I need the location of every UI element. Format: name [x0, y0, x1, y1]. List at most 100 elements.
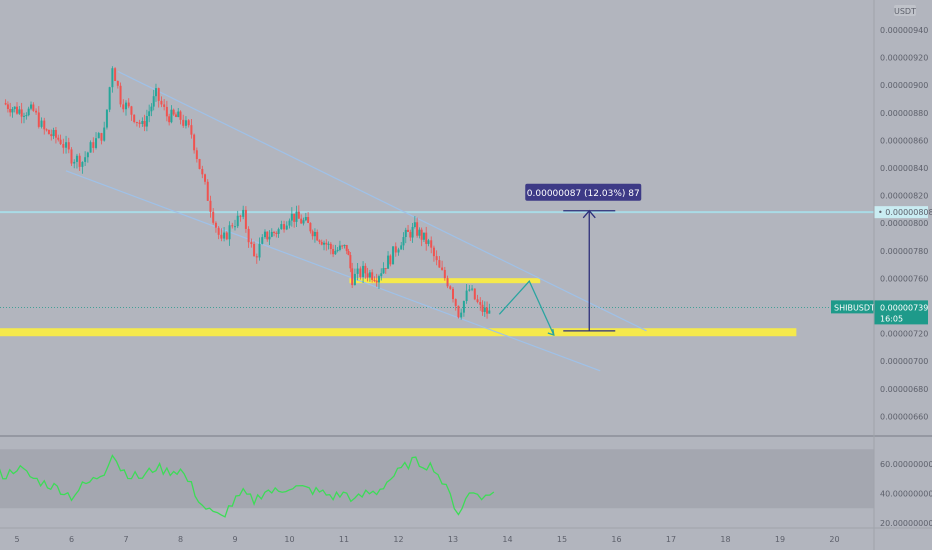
candle-body: [59, 139, 62, 145]
candle-body: [187, 120, 190, 126]
candle-body: [366, 273, 369, 278]
candle-body: [261, 237, 264, 244]
candle-body: [283, 224, 286, 230]
candle-body: [280, 224, 283, 230]
candle-body: [302, 220, 305, 224]
time-tick-label: 8: [178, 535, 183, 544]
candle-body: [97, 133, 100, 139]
candle-body: [297, 211, 300, 219]
candle-body: [174, 114, 177, 118]
candle-body: [141, 120, 144, 124]
candle-body: [50, 134, 53, 137]
candle-body: [92, 142, 95, 148]
price-tick-label: 0.00000900: [880, 81, 928, 90]
candle-body: [320, 241, 323, 245]
candle-body: [327, 243, 330, 245]
candle-body: [336, 249, 339, 251]
candle-body: [242, 209, 245, 217]
candle-body: [4, 103, 7, 105]
candle-body: [6, 104, 9, 109]
price-tick-label: 0.00000840: [880, 164, 928, 173]
candle-body: [454, 299, 457, 306]
candle-body: [384, 268, 387, 270]
last-price-label: 0.00000739: [880, 303, 928, 312]
candle-body: [20, 109, 23, 117]
projection-path[interactable]: [498, 279, 555, 336]
time-tick-label: 9: [232, 535, 237, 544]
price-tick-label: 0.00000920: [880, 54, 928, 63]
candle-body: [313, 231, 316, 237]
candle-body: [323, 242, 326, 245]
candle-body: [407, 229, 410, 232]
candle-body: [389, 255, 392, 265]
candle-body: [157, 88, 160, 101]
quote-currency-badge: USDT: [894, 5, 916, 16]
candle-body: [375, 280, 378, 283]
candle-body: [394, 246, 397, 253]
candle-body: [311, 231, 314, 237]
candle-body: [43, 120, 46, 130]
time-tick-label: 12: [393, 535, 403, 544]
rsi-pane[interactable]: [0, 449, 874, 518]
candle-body: [452, 288, 454, 300]
candle-body: [168, 116, 171, 123]
candle-body: [148, 111, 151, 117]
candle-body: [351, 268, 354, 286]
time-tick-label: 20: [829, 535, 839, 544]
candle-body: [402, 237, 405, 246]
candle-body: [152, 96, 155, 107]
candle-body: [438, 260, 441, 268]
candle-body: [364, 265, 367, 274]
candle-body: [309, 222, 312, 232]
price-axis[interactable]: 0.00000940 0.00000920 0.00000900 0.00000880…: [831, 26, 932, 421]
price-tick-label: 0.00000820: [880, 192, 928, 201]
candle-body: [125, 102, 127, 110]
candles-layer: [4, 66, 491, 320]
candle-body: [325, 242, 328, 245]
symbol-label: SHIBUSDT: [834, 303, 875, 312]
candle-body: [95, 138, 98, 148]
candle-body: [479, 302, 482, 305]
candle-body: [57, 137, 60, 140]
candle-body: [116, 81, 119, 86]
candle-body: [446, 278, 449, 287]
candle-body: [422, 232, 425, 240]
candle-body: [182, 119, 185, 126]
candle-body: [373, 279, 376, 281]
price-pane[interactable]: 0.00000087 (12.03%) 87: [0, 66, 874, 372]
channel-lower-line[interactable]: [65, 170, 601, 372]
candle-body: [228, 225, 231, 240]
candle-body: [318, 240, 321, 242]
time-tick-label: 15: [557, 535, 567, 544]
demand-zone[interactable]: [0, 328, 797, 337]
candle-body: [62, 144, 65, 148]
candle-body: [427, 240, 430, 244]
candle-body: [78, 155, 81, 167]
price-tick-label: 0.00000880: [880, 109, 928, 118]
rsi-tick-label: 20.00000000: [880, 519, 932, 528]
candle-body: [430, 240, 433, 248]
candle-body: [380, 273, 383, 277]
candle-body: [37, 112, 40, 127]
candle-body: [225, 232, 228, 240]
time-tick-label: 16: [611, 535, 621, 544]
candle-body: [45, 129, 48, 131]
candle-body: [13, 106, 16, 109]
candle-body: [258, 243, 261, 258]
candle-body: [293, 213, 296, 222]
candle-body: [304, 217, 307, 221]
candle-body: [198, 159, 201, 169]
candle-body: [413, 222, 416, 227]
candle-body: [65, 142, 68, 148]
candle-body: [273, 231, 276, 233]
price-tick-label: 0.00000940: [880, 26, 928, 35]
candle-body: [483, 307, 486, 312]
channel-upper-line[interactable]: [117, 70, 647, 332]
candle-body: [462, 301, 465, 313]
time-axis[interactable]: 5 6 7 8 9 10 11 12 13 14 15 16 17 18 19 20: [14, 535, 839, 544]
candle-body: [27, 108, 30, 116]
candle-body: [163, 104, 166, 107]
last-price-badge: [874, 300, 928, 325]
candle-body: [108, 87, 111, 110]
